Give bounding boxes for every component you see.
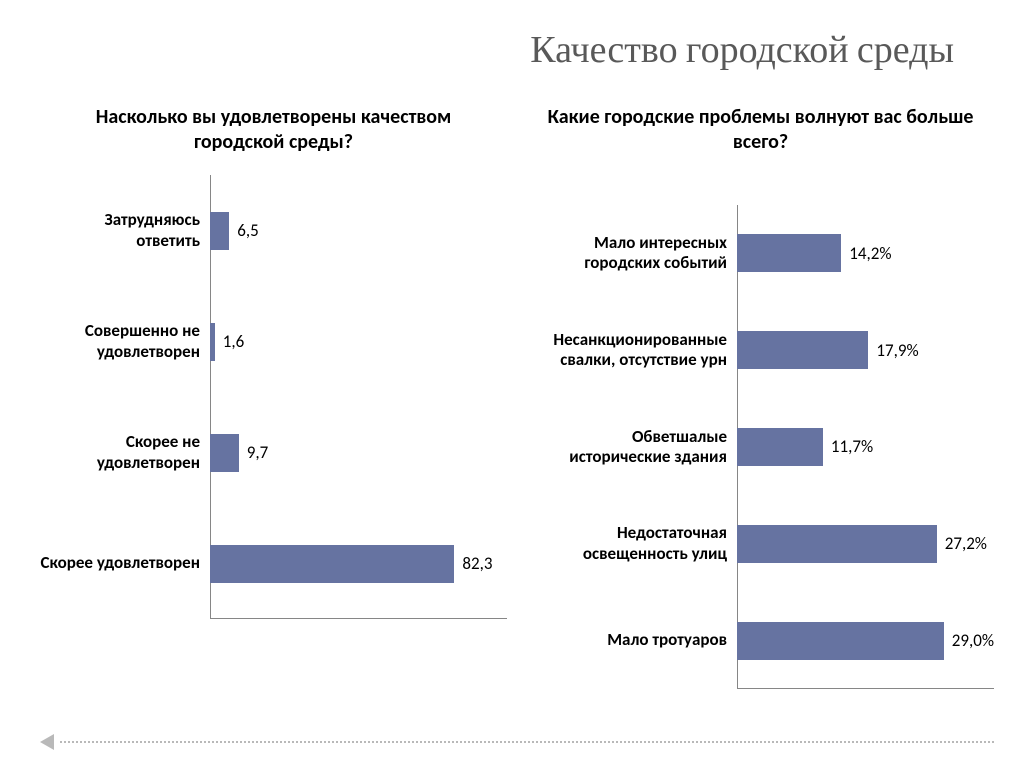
chart-right-plot: Мало интересных городских событий 14,2% Не… xyxy=(527,205,994,705)
bar-value: 29,0% xyxy=(944,630,994,651)
chart-row: Скорее удовлетворен 82,3 xyxy=(40,508,507,619)
bar xyxy=(210,434,239,472)
bar-value: 9,7 xyxy=(239,442,268,463)
row-barzone: 9,7 xyxy=(210,397,507,508)
row-label: Совершенно не удовлетворен xyxy=(40,321,210,362)
row-label: Затрудняюсь ответить xyxy=(40,210,210,251)
footer-arrow-icon xyxy=(40,734,54,750)
row-barzone: 1,6 xyxy=(210,286,507,397)
page-title: Качество городской среды xyxy=(530,28,954,72)
footer-dotted-line xyxy=(60,741,994,743)
chart-left-plot: Затрудняюсь ответить 6,5 Совершенно не удо… xyxy=(40,175,507,635)
bar-value: 82,3 xyxy=(454,553,492,574)
chart-row: Мало тротуаров 29,0% xyxy=(527,592,994,689)
bar-value: 27,2% xyxy=(937,533,987,554)
row-barzone: 82,3 xyxy=(210,508,507,619)
row-label: Несанкционированные свалки, отсутствие у… xyxy=(527,330,737,371)
bar xyxy=(737,622,944,660)
row-label: Недостаточная освещенность улиц xyxy=(527,523,737,564)
bar-value: 17,9% xyxy=(868,340,918,361)
bar xyxy=(210,545,454,583)
row-label: Скорее не удовлетворен xyxy=(40,432,210,473)
chart-row: Совершенно не удовлетворен1,6 xyxy=(40,286,507,397)
bar-value: 6,5 xyxy=(229,220,258,241)
chart-row: Недостаточная освещенность улиц 27,2% xyxy=(527,495,994,592)
bar-value: 11,7% xyxy=(823,436,873,457)
row-barzone: 6,5 xyxy=(210,175,507,286)
row-label: Скорее удовлетворен xyxy=(40,553,210,573)
row-barzone: 11,7% xyxy=(737,399,994,496)
row-label: Мало интересных городских событий xyxy=(527,233,737,274)
slide: Качество городской среды Насколько вы уд… xyxy=(0,0,1024,767)
chart-row: Обветшалые исторические здания 11,7% xyxy=(527,399,994,496)
row-barzone: 17,9% xyxy=(737,302,994,399)
row-barzone: 29,0% xyxy=(737,592,994,689)
charts-row: Насколько вы удовлетворены качеством гор… xyxy=(40,105,994,727)
rows-container: Мало интересных городских событий 14,2% Не… xyxy=(527,205,994,689)
chart-left: Насколько вы удовлетворены качеством гор… xyxy=(40,105,507,727)
bar-value: 1,6 xyxy=(215,331,244,352)
chart-row: Мало интересных городских событий 14,2% xyxy=(527,205,994,302)
rows-container: Затрудняюсь ответить 6,5 Совершенно не удо… xyxy=(40,175,507,619)
row-label: Мало тротуаров xyxy=(527,630,737,650)
bar xyxy=(737,331,868,369)
chart-right-title: Какие городские проблемы волнуют вас бол… xyxy=(527,105,994,175)
bar xyxy=(737,428,823,466)
chart-row: Затрудняюсь ответить 6,5 xyxy=(40,175,507,286)
row-barzone: 14,2% xyxy=(737,205,994,302)
bar xyxy=(737,234,841,272)
chart-row: Скорее не удовлетворен 9,7 xyxy=(40,397,507,508)
bar xyxy=(737,525,937,563)
chart-right-plot-wrap: Мало интересных городских событий 14,2% Не… xyxy=(527,175,994,727)
row-label: Обветшалые исторические здания xyxy=(527,427,737,468)
chart-left-plot-wrap: Затрудняюсь ответить 6,5 Совершенно не удо… xyxy=(40,175,507,727)
bar-value: 14,2% xyxy=(841,243,891,264)
bar xyxy=(210,212,229,250)
footer-decoration xyxy=(40,739,994,745)
chart-row: Несанкционированные свалки, отсутствие у… xyxy=(527,302,994,399)
row-barzone: 27,2% xyxy=(737,495,994,592)
chart-right: Какие городские проблемы волнуют вас бол… xyxy=(527,105,994,727)
chart-left-title: Насколько вы удовлетворены качеством гор… xyxy=(40,105,507,175)
